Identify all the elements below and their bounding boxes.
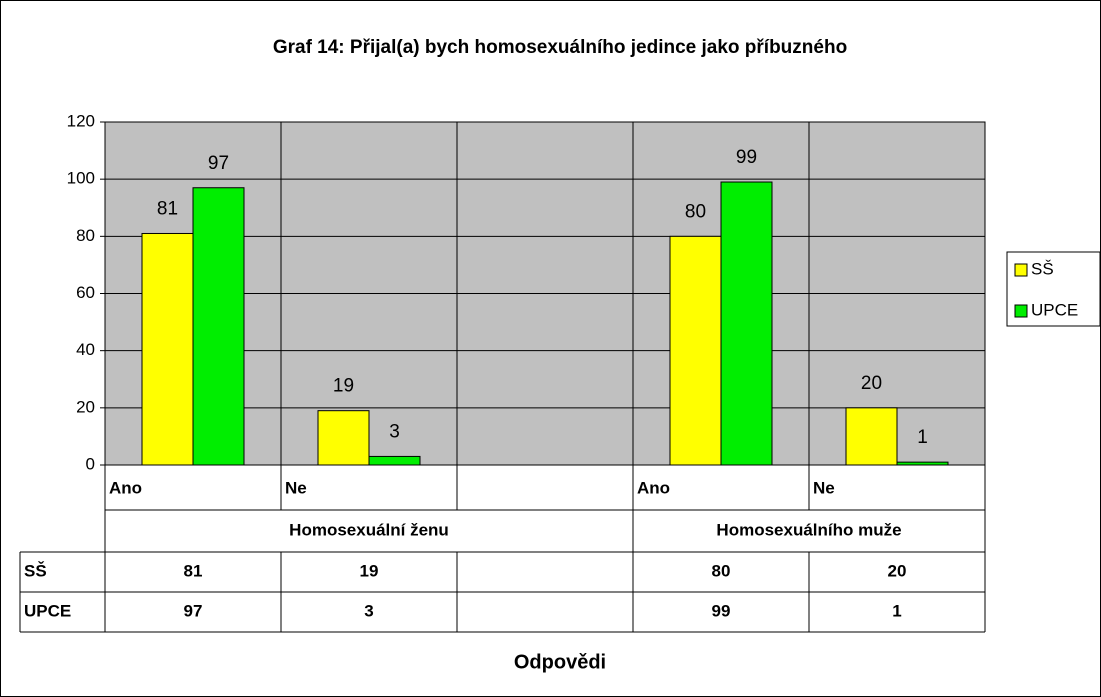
bar (141, 232, 194, 466)
bar (192, 187, 245, 466)
table-value: 3 (364, 601, 373, 620)
y-tick-label: 80 (76, 226, 95, 245)
value-label: 97 (208, 153, 229, 174)
legend-label: UPCE (1031, 300, 1078, 319)
value-label: 80 (685, 201, 706, 222)
y-tick-label: 0 (86, 454, 95, 473)
bar (845, 407, 898, 466)
group-label: Homosexuální ženu (289, 520, 449, 539)
bar (896, 461, 949, 466)
x-tick-label: Ano (109, 478, 142, 497)
value-label: 1 (917, 427, 928, 448)
y-tick-label: 120 (67, 111, 95, 130)
value-label: 19 (333, 376, 354, 397)
table-value: 81 (184, 561, 203, 580)
bar (368, 455, 421, 466)
x-tick-label: Ne (813, 478, 835, 497)
chart-title: Graf 14: Přijal(a) bych homosexuálního j… (273, 37, 847, 58)
x-tick-label: Ne (285, 478, 307, 497)
y-tick-label: 20 (76, 397, 95, 416)
bar (317, 410, 370, 466)
legend-swatch (1014, 304, 1028, 318)
bar (720, 181, 773, 466)
x-axis-title: Odpovědi (514, 651, 606, 673)
x-tick-label: Ano (637, 478, 670, 497)
legend-label: SŠ (1031, 259, 1054, 278)
y-tick-label: 60 (76, 283, 95, 302)
table-value: 80 (712, 561, 731, 580)
table-value: 19 (360, 561, 379, 580)
value-label: 99 (736, 147, 757, 168)
table-value: 99 (712, 601, 731, 620)
y-tick-label: 100 (67, 169, 95, 188)
group-label: Homosexuálního muže (716, 520, 901, 539)
table-value: 20 (888, 561, 907, 580)
value-label: 81 (157, 198, 178, 219)
table-value: 97 (184, 601, 203, 620)
value-label: 20 (861, 373, 882, 394)
y-tick-label: 40 (76, 340, 95, 359)
bar (669, 235, 722, 466)
legend-swatch (1014, 263, 1028, 277)
table-row-label: UPCE (24, 601, 71, 620)
table-row-label: SŠ (24, 561, 47, 580)
table-value: 1 (892, 601, 901, 620)
value-label: 3 (389, 421, 400, 442)
